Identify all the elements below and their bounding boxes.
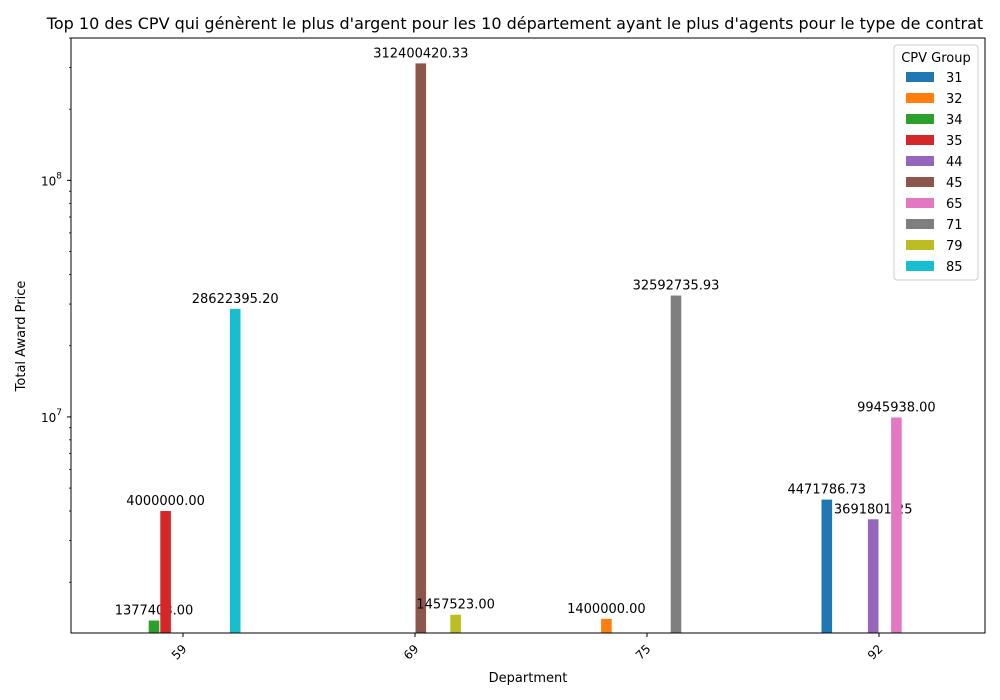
bar-dept-69-cpv-45 <box>415 63 427 633</box>
legend-label-34: 34 <box>946 113 963 128</box>
data-label-dept-59-cpv-85: 28622395.20 <box>192 292 279 307</box>
y-tick-label-exponent: 7 <box>56 408 62 418</box>
bar-dept-69-cpv-79 <box>450 614 461 633</box>
legend-label-31: 31 <box>946 71 963 86</box>
bar-dept-59-cpv-85 <box>229 308 241 633</box>
y-tick-label-exponent: 8 <box>56 171 62 181</box>
legend-label-32: 32 <box>946 92 963 107</box>
y-tick-label-base: 10 <box>41 411 56 425</box>
legend-label-45: 45 <box>946 176 963 191</box>
legend-swatch-35 <box>906 135 934 145</box>
x-tick-label-59: 59 <box>169 642 190 663</box>
legend-swatch-65 <box>906 198 934 208</box>
legend-swatch-32 <box>906 93 934 103</box>
data-label-dept-59-cpv-35: 4000000.00 <box>126 494 205 509</box>
bar-dept-75-cpv-71 <box>670 295 682 633</box>
legend-swatch-44 <box>906 156 934 166</box>
x-tick-label-92: 92 <box>865 642 886 663</box>
legend-title: CPV Group <box>901 51 971 66</box>
legend-swatch-79 <box>906 240 934 250</box>
x-tick-label-75: 75 <box>633 642 654 663</box>
legend-swatch-71 <box>906 219 934 229</box>
legend-swatch-85 <box>906 261 934 271</box>
y-tick-label: 107 <box>41 408 62 425</box>
data-label-dept-69-cpv-79: 1457523.00 <box>416 598 495 613</box>
data-label-dept-59-cpv-34: 1377403.00 <box>115 604 194 619</box>
legend-label-71: 71 <box>946 218 963 233</box>
bar-dept-59-cpv-35 <box>160 511 171 633</box>
bar-dept-92-cpv-31 <box>821 499 833 633</box>
legend-swatch-34 <box>906 114 934 124</box>
y-tick-label-base: 10 <box>41 174 56 188</box>
legend-swatch-45 <box>906 177 934 187</box>
plot-area: 4471786.73 1400000.00 1377403.00 4000000.00… <box>115 46 936 633</box>
x-axis-label: Department <box>489 671 568 686</box>
legend: CPV Group 31 32 34 35 44 45 65 71 79 85 <box>893 44 979 281</box>
data-label-dept-69-cpv-45: 312400420.33 <box>373 46 468 61</box>
bar-dept-75-cpv-32 <box>601 618 612 633</box>
plot-frame <box>70 37 986 634</box>
legend-label-85: 85 <box>946 260 963 275</box>
legend-label-44: 44 <box>946 155 963 170</box>
y-axis-label: Total Award Price <box>14 281 29 393</box>
bar-dept-59-cpv-34 <box>148 620 160 633</box>
bar-dept-92-cpv-65 <box>891 417 902 633</box>
chart-title: Top 10 des CPV qui génèrent le plus d'ar… <box>46 14 983 33</box>
data-label-dept-92-cpv-31: 4471786.73 <box>788 483 867 498</box>
y-tick-label: 108 <box>41 171 62 188</box>
x-tick-label-69: 69 <box>401 642 422 663</box>
data-label-dept-75-cpv-71: 32592735.93 <box>633 279 720 294</box>
data-label-dept-75-cpv-32: 1400000.00 <box>567 602 646 617</box>
legend-label-65: 65 <box>946 197 963 212</box>
legend-swatch-31 <box>906 72 934 82</box>
data-label-dept-92-cpv-65: 9945938.00 <box>857 400 936 415</box>
bar-dept-92-cpv-44 <box>867 519 879 633</box>
legend-label-35: 35 <box>946 134 963 149</box>
legend-label-79: 79 <box>946 239 963 254</box>
